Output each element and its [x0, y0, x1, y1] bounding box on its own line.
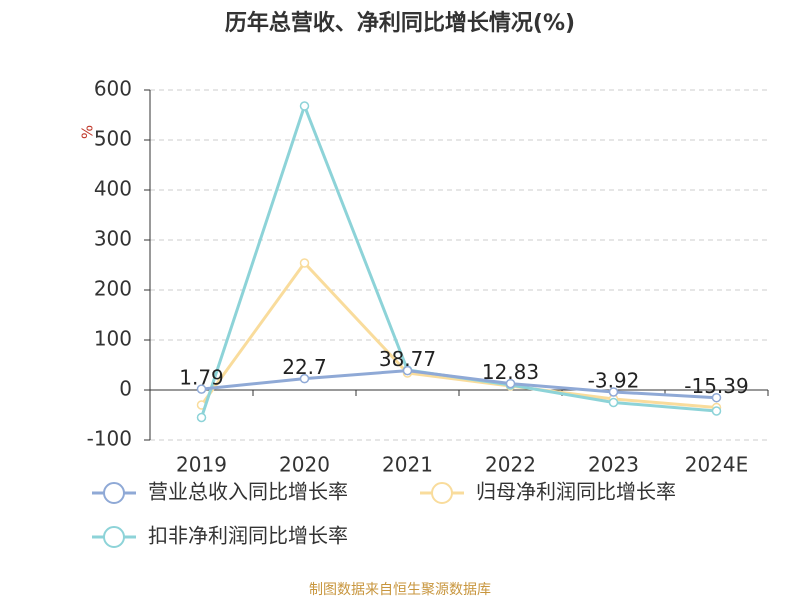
- y-tick-label: 600: [94, 77, 132, 101]
- data-label: -15.39: [684, 374, 748, 398]
- legend-marker: [103, 526, 125, 548]
- legend-label: 扣非净利润同比增长率: [148, 524, 348, 548]
- data-label: 12.83: [482, 360, 539, 384]
- legend-marker: [431, 482, 453, 504]
- data-label: 1.79: [179, 366, 224, 390]
- y-tick-label: 200: [94, 277, 132, 301]
- source-note: 制图数据来自恒生聚源数据库: [309, 582, 491, 598]
- data-point: [711, 406, 722, 416]
- y-tick-label: 300: [94, 227, 132, 251]
- data-label: -3.92: [588, 368, 640, 392]
- y-tick-label: -100: [87, 427, 132, 451]
- data-point: [299, 101, 310, 111]
- y-tick-label: 0: [119, 377, 132, 401]
- legend-marker: [103, 482, 125, 504]
- x-tick-label: 2021: [382, 453, 433, 477]
- data-label: 38.77: [379, 347, 436, 371]
- y-tick-label: 500: [94, 127, 132, 151]
- chart-title: 历年总营收、净利同比增长情况(%): [225, 10, 575, 36]
- series-line: [201, 369, 717, 400]
- data-label: 22.7: [282, 355, 327, 379]
- data-point: [402, 365, 413, 376]
- data-point: [196, 412, 207, 423]
- legend-label: 营业总收入同比增长率: [148, 480, 348, 504]
- series-line: [200, 260, 717, 409]
- x-tick-label: 2023: [588, 453, 639, 477]
- y-tick-label: 400: [94, 177, 132, 201]
- data-point: [608, 397, 619, 408]
- data-point: [299, 258, 310, 268]
- data-point: [299, 373, 310, 384]
- y-axis-label: %: [79, 125, 97, 139]
- data-point: [505, 378, 516, 389]
- x-tick-label: 2024E: [685, 453, 749, 477]
- x-tick-label: 2022: [485, 453, 536, 477]
- data-point: [196, 384, 207, 394]
- x-tick-label: 2020: [279, 453, 330, 477]
- y-tick-label: 100: [94, 327, 132, 351]
- legend-label: 归母净利润同比增长率: [476, 480, 676, 504]
- data-point: [608, 387, 619, 397]
- data-point: [711, 392, 722, 403]
- x-tick-label: 2019: [176, 453, 227, 477]
